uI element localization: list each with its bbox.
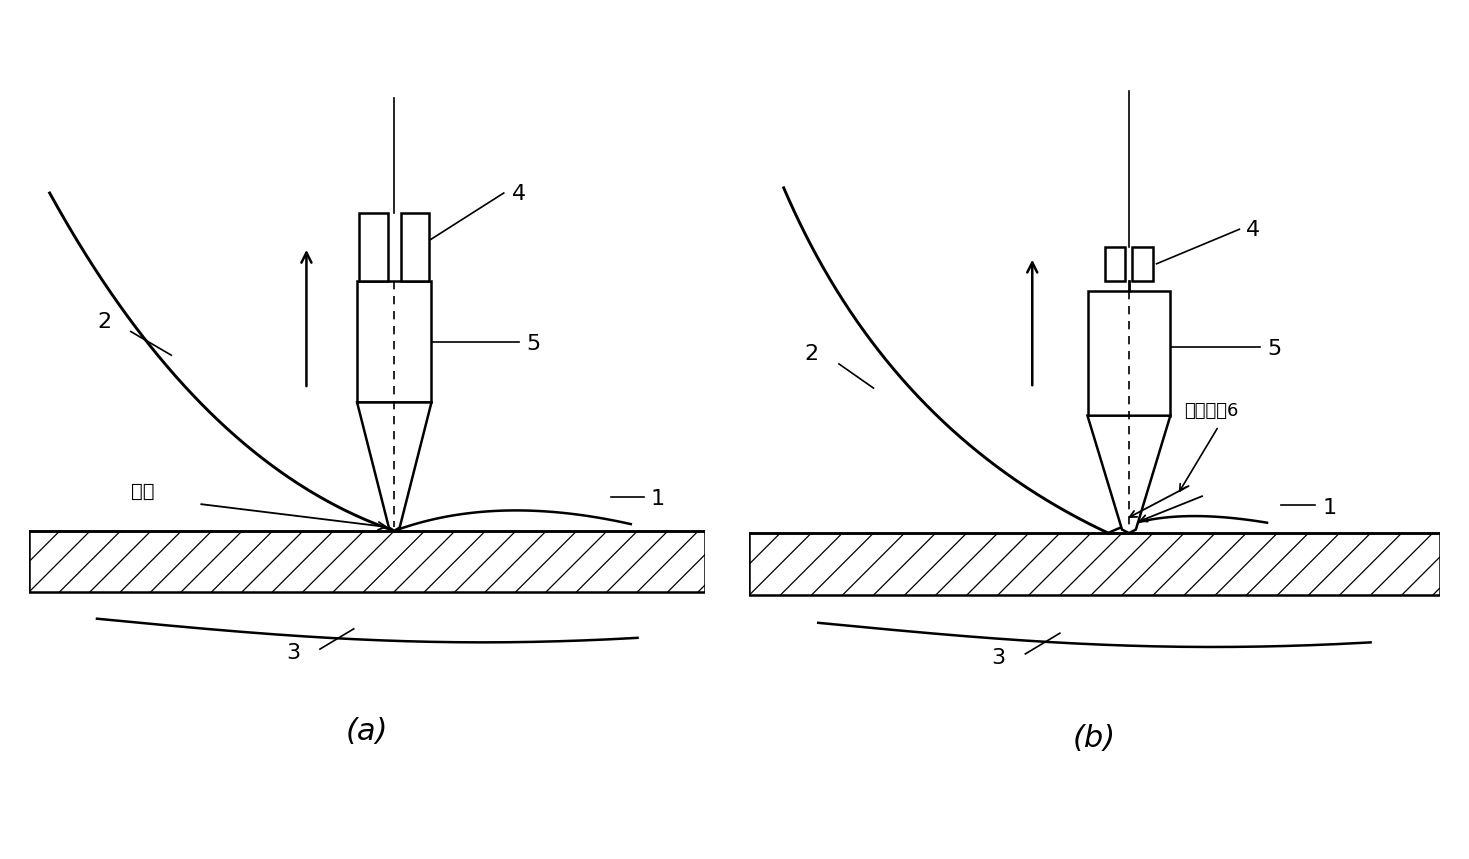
Text: 3: 3 (990, 649, 1005, 668)
Text: 5: 5 (1266, 339, 1281, 359)
Text: 2: 2 (97, 312, 112, 332)
Text: 4: 4 (1246, 220, 1260, 241)
Polygon shape (358, 213, 388, 281)
Text: (a): (a) (347, 717, 388, 746)
Polygon shape (401, 213, 429, 281)
Text: 2: 2 (805, 344, 818, 364)
Polygon shape (1105, 247, 1125, 281)
Text: 1: 1 (651, 489, 665, 509)
Text: 1: 1 (1322, 497, 1337, 518)
Text: (b): (b) (1072, 724, 1116, 753)
Polygon shape (29, 531, 705, 592)
Polygon shape (357, 403, 432, 531)
Polygon shape (357, 281, 432, 403)
Text: 4: 4 (511, 184, 526, 204)
Text: 5: 5 (526, 334, 541, 354)
Polygon shape (1133, 247, 1153, 281)
Text: 切断: 切断 (131, 482, 154, 501)
Polygon shape (1087, 416, 1171, 533)
Text: 没有尾选6: 没有尾选6 (1184, 402, 1238, 420)
Text: 3: 3 (286, 643, 300, 663)
Polygon shape (749, 533, 1440, 595)
Polygon shape (1087, 291, 1171, 416)
